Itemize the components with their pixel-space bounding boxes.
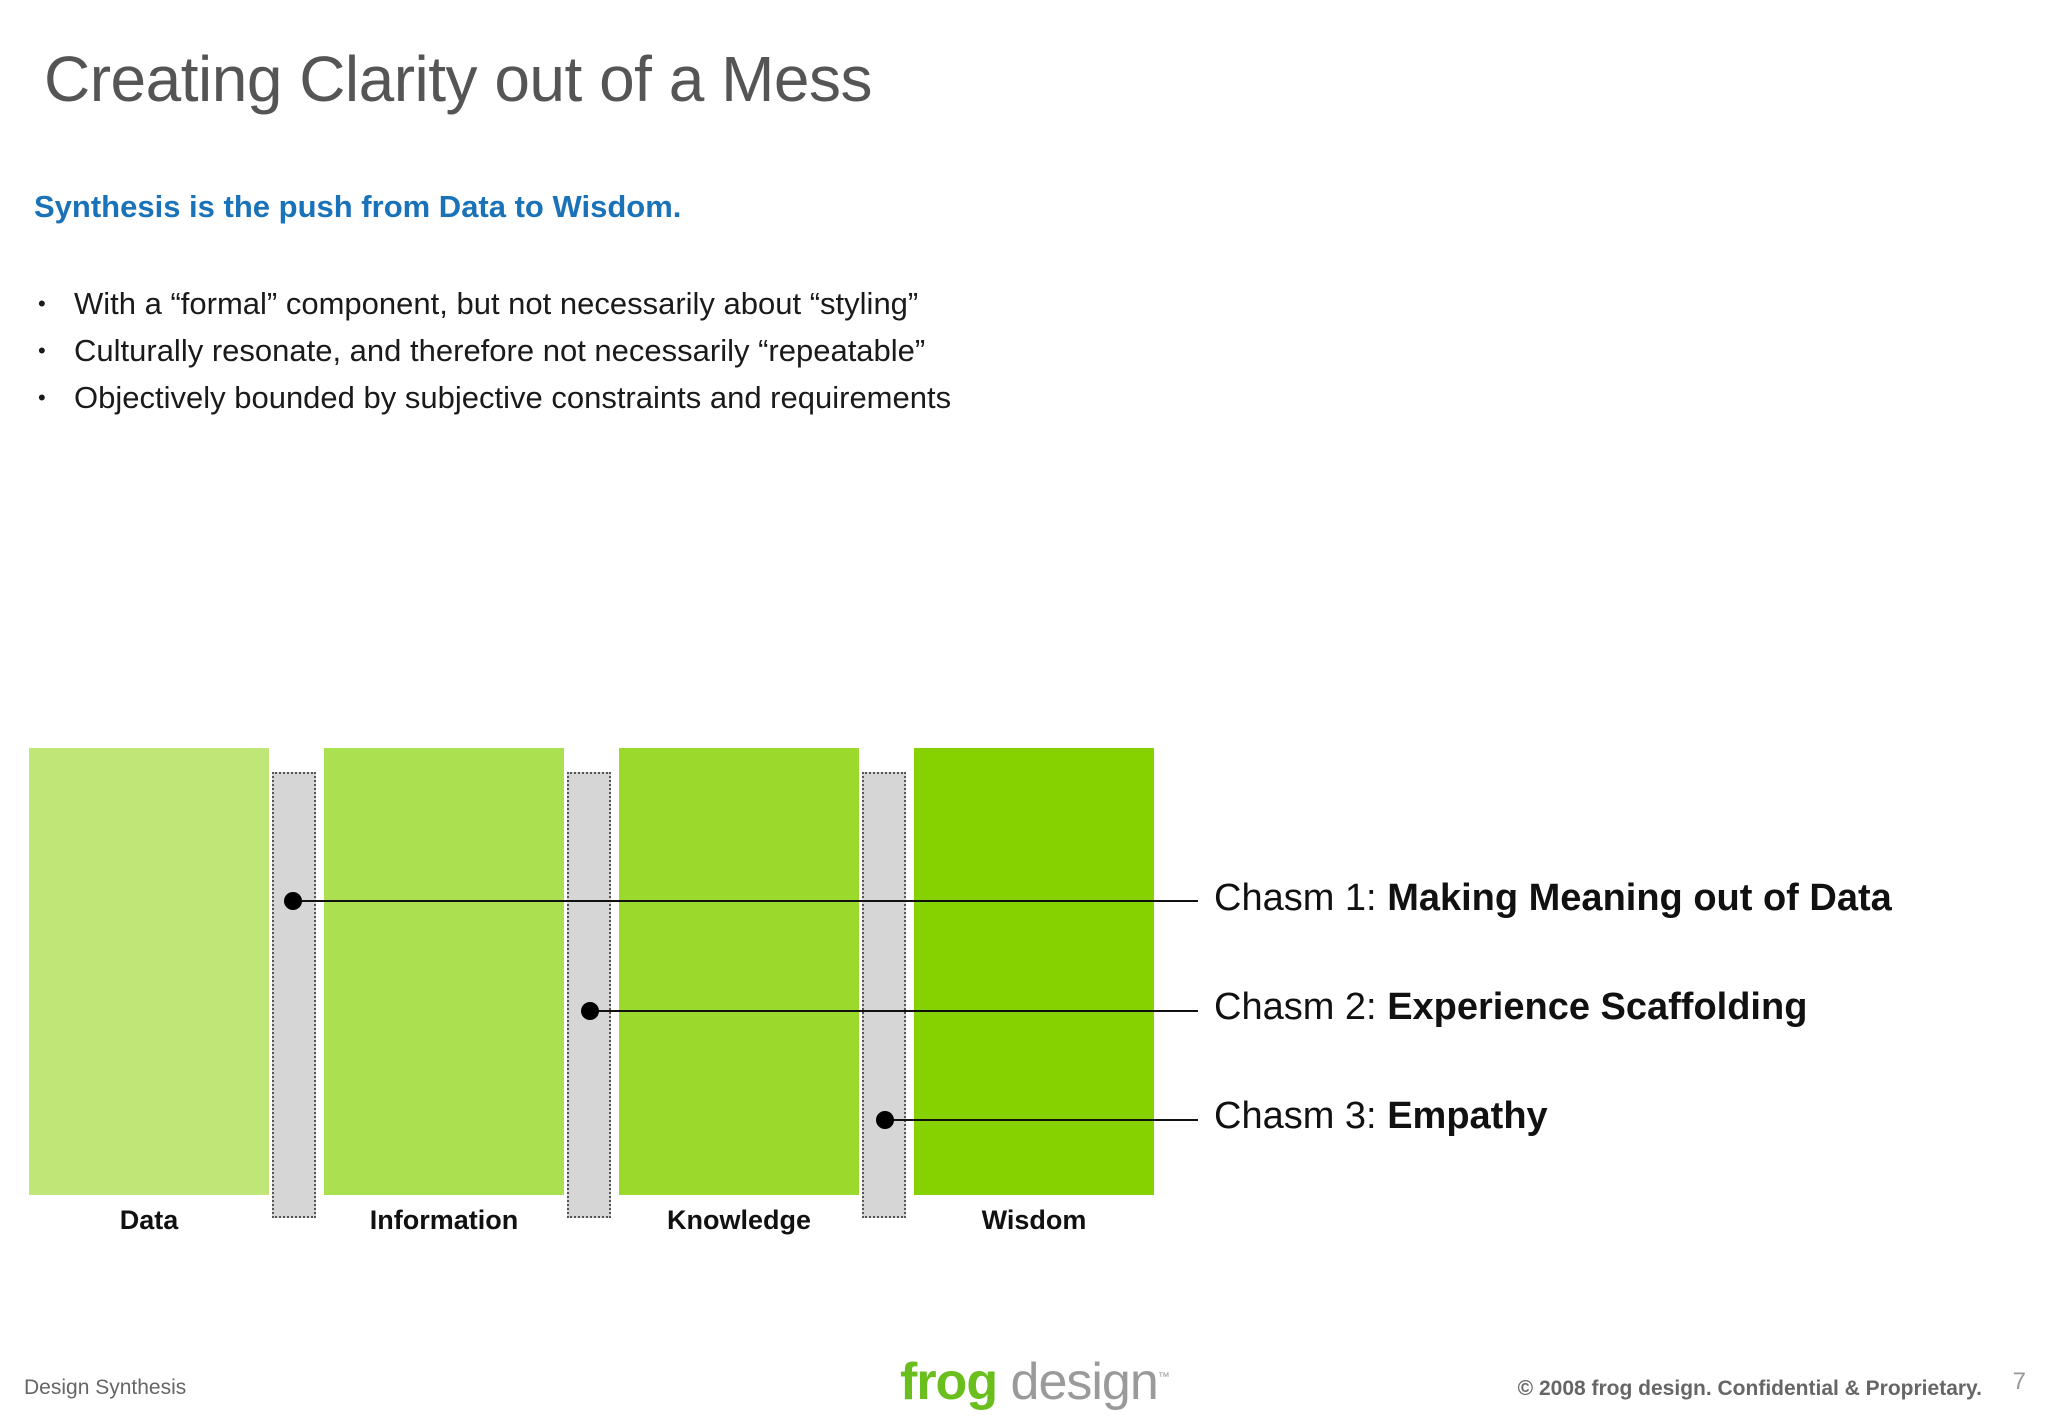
- stage-label-data: Data: [119, 1205, 179, 1235]
- bullet-icon: •: [38, 291, 46, 316]
- chasm-prefix: Chasm 3:: [1214, 1095, 1377, 1137]
- stage-label-knowledge: Knowledge: [666, 1205, 811, 1235]
- stage-block-wisdom: [914, 748, 1154, 1195]
- chasm-bar-3: [862, 772, 906, 1218]
- stage-label-wisdom: Wisdom: [981, 1205, 1087, 1235]
- stage-block-information: [324, 748, 564, 1195]
- bullet-item: • With a “formal” component, but not nece…: [34, 280, 951, 327]
- chasm-bar-1: [272, 772, 316, 1218]
- footer-copyright: © 2008 frog design. Confidential & Propr…: [1517, 1377, 1982, 1400]
- chasm-label-1: Chasm 1: Making Meaning out of Data: [1214, 877, 1892, 920]
- bullet-text: Objectively bounded by subjective constr…: [74, 380, 952, 415]
- chasm-name: Experience Scaffolding: [1387, 986, 1808, 1028]
- chasm-label-2: Chasm 2: Experience Scaffolding: [1214, 986, 1807, 1029]
- frog-design-logo: frog design™: [900, 1353, 1170, 1411]
- bullet-text: Culturally resonate, and therefore not n…: [74, 333, 926, 368]
- bullet-icon: •: [38, 385, 46, 410]
- chasm-label-3: Chasm 3: Empathy: [1214, 1095, 1548, 1138]
- bullet-icon: •: [38, 338, 46, 363]
- chasm-bar-2: [567, 772, 611, 1218]
- chasm-name: Empathy: [1387, 1095, 1548, 1137]
- bullet-item: • Objectively bounded by subjective const…: [34, 374, 951, 421]
- chasm-node-1: [284, 892, 302, 910]
- bullet-list: • With a “formal” component, but not nece…: [34, 280, 951, 421]
- page-number: 7: [2012, 1368, 2026, 1395]
- chasm-connector-3: [885, 1119, 1198, 1121]
- chasm-prefix: Chasm 1:: [1214, 877, 1377, 919]
- stage-block-data: [29, 748, 269, 1195]
- footer-deck-title: Design Synthesis: [24, 1376, 187, 1399]
- stage-block-knowledge: [619, 748, 859, 1195]
- chasm-connector-1: [294, 900, 1198, 902]
- bullet-item: • Culturally resonate, and therefore not …: [34, 327, 951, 374]
- slide-subtitle: Synthesis is the push from Data to Wisdo…: [34, 189, 682, 224]
- stage-label-information: Information: [369, 1205, 519, 1235]
- bullet-text: With a “formal” component, but not neces…: [74, 286, 919, 321]
- slide-title: Creating Clarity out of a Mess: [44, 43, 873, 115]
- chasm-node-3: [876, 1111, 894, 1129]
- chasm-name: Making Meaning out of Data: [1387, 877, 1892, 919]
- chasm-connector-2: [591, 1010, 1198, 1012]
- chasm-node-2: [581, 1002, 599, 1020]
- chasm-prefix: Chasm 2:: [1214, 986, 1377, 1028]
